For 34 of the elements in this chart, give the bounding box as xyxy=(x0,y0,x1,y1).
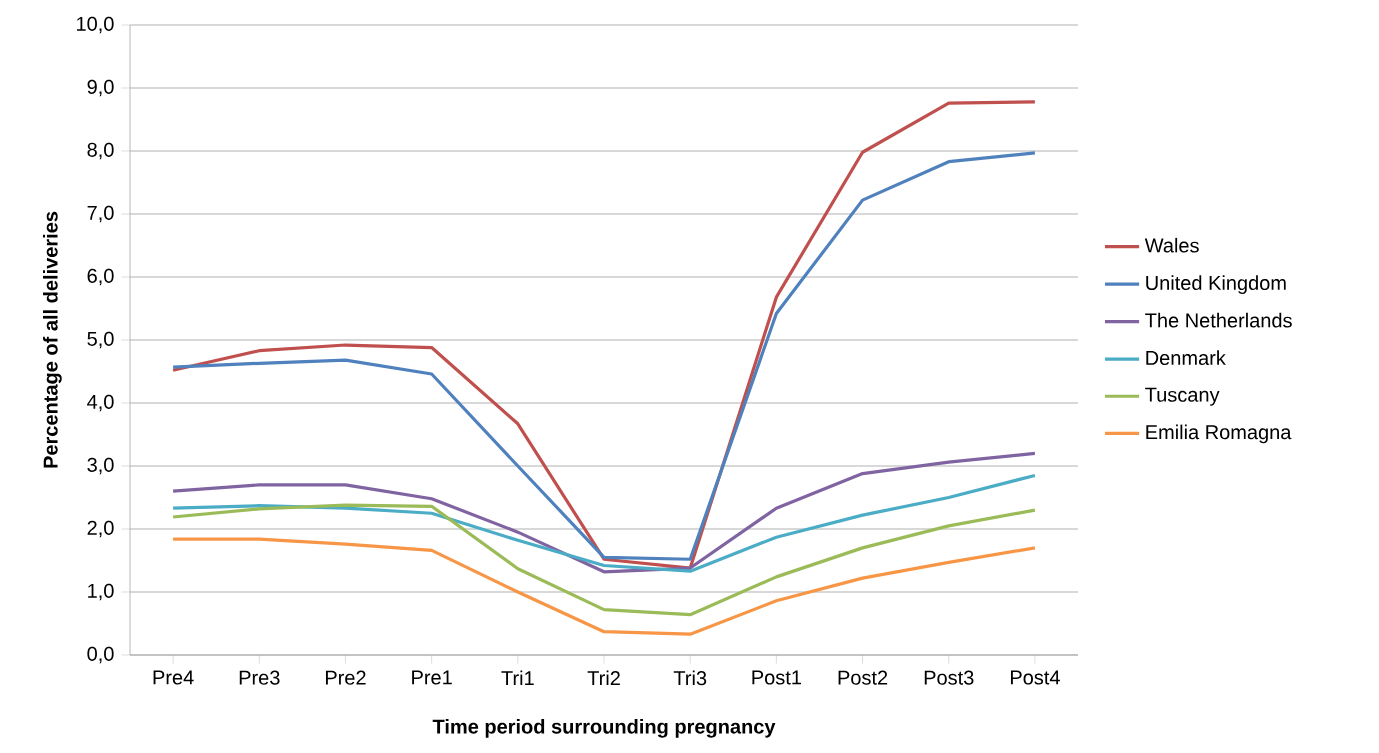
legend-label: Tuscany xyxy=(1145,387,1220,406)
x-tick-label: Pre2 xyxy=(325,670,366,685)
y-tick-label: 8,0 xyxy=(87,142,114,160)
legend-label: Wales xyxy=(1144,237,1199,253)
legend-label: Denmark xyxy=(1146,350,1226,366)
x-tick-label: Tri1 xyxy=(501,670,534,686)
y-tick-label: 9,0 xyxy=(87,79,114,97)
x-tick-label: Post3 xyxy=(924,670,974,685)
x-tick-label: Tri3 xyxy=(673,670,707,686)
line-series xyxy=(171,503,1037,617)
y-tick-label: 6,0 xyxy=(87,268,114,286)
y-tick-label: 0,0 xyxy=(87,646,114,664)
y-tick-label: 7,0 xyxy=(87,205,114,223)
y-tick-label: 5,0 xyxy=(87,331,114,349)
line-series xyxy=(171,451,1037,574)
line-series xyxy=(171,537,1037,636)
x-tick-label: Pre3 xyxy=(239,670,280,685)
x-tick-label: Pre4 xyxy=(153,670,194,685)
y-tick-label: 1,0 xyxy=(88,583,114,601)
x-tick-label: Post2 xyxy=(838,670,888,685)
x-tick-label: Post4 xyxy=(1010,670,1060,685)
x-axis-title: Time period surrounding pregnancy xyxy=(432,719,776,738)
y-tick-label: 4,0 xyxy=(87,394,114,412)
x-tick-label: Tri2 xyxy=(587,670,620,686)
line-series xyxy=(171,473,1037,573)
y-tick-label: 10,0 xyxy=(77,16,114,34)
x-tick-label: Pre1 xyxy=(412,670,452,685)
legend-label: The Netherlands xyxy=(1145,312,1292,328)
legend-label: United Kingdom xyxy=(1146,275,1286,294)
x-tick-label: Post1 xyxy=(752,670,801,685)
y-axis-title: Percentage of all deliveries xyxy=(43,211,62,468)
legend-label: Emilia Romagna xyxy=(1146,424,1292,444)
y-tick-label: 3,0 xyxy=(87,457,114,475)
y-tick-label: 2,0 xyxy=(87,520,114,538)
